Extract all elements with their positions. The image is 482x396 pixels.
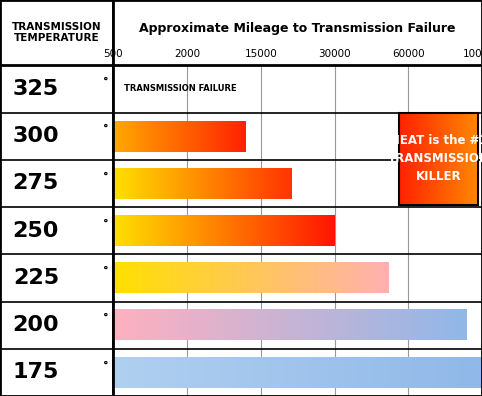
- Text: HEAT is the #1
TRANSMISSION
KILLER: HEAT is the #1 TRANSMISSION KILLER: [388, 134, 482, 183]
- Text: 250: 250: [13, 221, 59, 241]
- Text: 225: 225: [13, 268, 59, 288]
- Text: 200: 200: [12, 315, 59, 335]
- Text: 100000: 100000: [462, 50, 482, 59]
- Text: °: °: [103, 313, 108, 323]
- Text: 275: 275: [13, 173, 59, 193]
- Text: 325: 325: [13, 79, 59, 99]
- Text: °: °: [103, 171, 108, 181]
- Text: 15000: 15000: [244, 50, 277, 59]
- Text: °: °: [103, 219, 108, 228]
- Text: °: °: [103, 360, 108, 370]
- Text: Approximate Mileage to Transmission Failure: Approximate Mileage to Transmission Fail…: [139, 22, 456, 35]
- Bar: [399, 112, 478, 205]
- Text: 175: 175: [13, 362, 59, 383]
- Text: TRANSMISSION
TEMPERATURE: TRANSMISSION TEMPERATURE: [12, 22, 101, 44]
- Text: 500: 500: [104, 50, 123, 59]
- Text: 300: 300: [12, 126, 59, 146]
- Text: °: °: [103, 77, 108, 87]
- Text: TRANSMISSION FAILURE: TRANSMISSION FAILURE: [124, 84, 237, 93]
- Text: 2000: 2000: [174, 50, 200, 59]
- Text: °: °: [103, 266, 108, 276]
- Text: 60000: 60000: [392, 50, 425, 59]
- Text: °: °: [103, 124, 108, 134]
- Text: 30000: 30000: [318, 50, 351, 59]
